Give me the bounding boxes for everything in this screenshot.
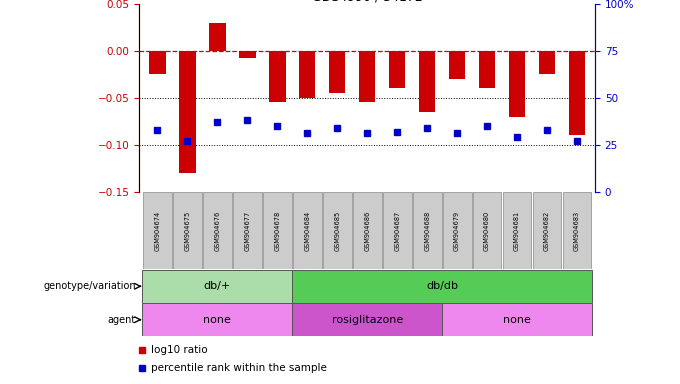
Bar — [269, 51, 286, 103]
Text: GSM904681: GSM904681 — [514, 211, 520, 251]
Bar — [233, 192, 262, 269]
Bar — [442, 303, 592, 336]
Text: GSM904684: GSM904684 — [304, 211, 310, 251]
Bar — [142, 270, 292, 303]
Text: rosiglitazone: rosiglitazone — [332, 314, 403, 325]
Bar — [473, 192, 501, 269]
Bar — [532, 192, 562, 269]
Bar — [292, 270, 592, 303]
Bar — [239, 51, 256, 58]
Text: GSM904677: GSM904677 — [244, 211, 250, 251]
Bar — [142, 303, 292, 336]
Text: GSM904688: GSM904688 — [424, 211, 430, 251]
Bar — [389, 51, 405, 88]
Bar — [509, 51, 526, 116]
Bar — [263, 192, 292, 269]
Text: percentile rank within the sample: percentile rank within the sample — [151, 363, 326, 373]
Bar — [323, 192, 352, 269]
Text: GSM904675: GSM904675 — [184, 211, 190, 251]
Text: agent: agent — [107, 314, 136, 325]
Text: genotype/variation: genotype/variation — [44, 281, 136, 291]
Bar — [203, 192, 232, 269]
Bar — [413, 192, 441, 269]
Text: log10 ratio: log10 ratio — [151, 345, 207, 355]
Bar — [539, 51, 556, 74]
Bar — [292, 303, 442, 336]
Text: db/db: db/db — [426, 281, 458, 291]
Text: none: none — [503, 314, 531, 325]
Text: GSM904687: GSM904687 — [394, 211, 400, 251]
Bar — [479, 51, 495, 88]
Text: GSM904682: GSM904682 — [544, 211, 550, 251]
Text: GSM904686: GSM904686 — [364, 211, 370, 251]
Text: none: none — [203, 314, 231, 325]
Bar — [568, 51, 585, 135]
Text: GSM904683: GSM904683 — [574, 211, 580, 251]
Bar — [503, 192, 532, 269]
Bar — [143, 192, 172, 269]
Text: GSM904676: GSM904676 — [214, 211, 220, 251]
Bar — [179, 51, 196, 173]
Text: GSM904674: GSM904674 — [154, 211, 160, 251]
Bar — [562, 192, 592, 269]
Bar — [209, 23, 226, 51]
Bar — [149, 51, 166, 74]
Bar — [353, 192, 381, 269]
Bar — [449, 51, 465, 79]
Bar — [419, 51, 435, 112]
Bar — [293, 192, 322, 269]
Text: GSM904679: GSM904679 — [454, 211, 460, 251]
Bar — [443, 192, 471, 269]
Bar — [329, 51, 345, 93]
Bar — [173, 192, 202, 269]
Text: GSM904680: GSM904680 — [484, 211, 490, 251]
Text: GSM904678: GSM904678 — [274, 211, 280, 251]
Text: db/+: db/+ — [204, 281, 231, 291]
Bar — [359, 51, 375, 103]
Bar — [383, 192, 411, 269]
Text: GSM904685: GSM904685 — [335, 211, 340, 251]
Title: GDS4990 / 34172: GDS4990 / 34172 — [312, 0, 422, 4]
Bar — [299, 51, 316, 98]
